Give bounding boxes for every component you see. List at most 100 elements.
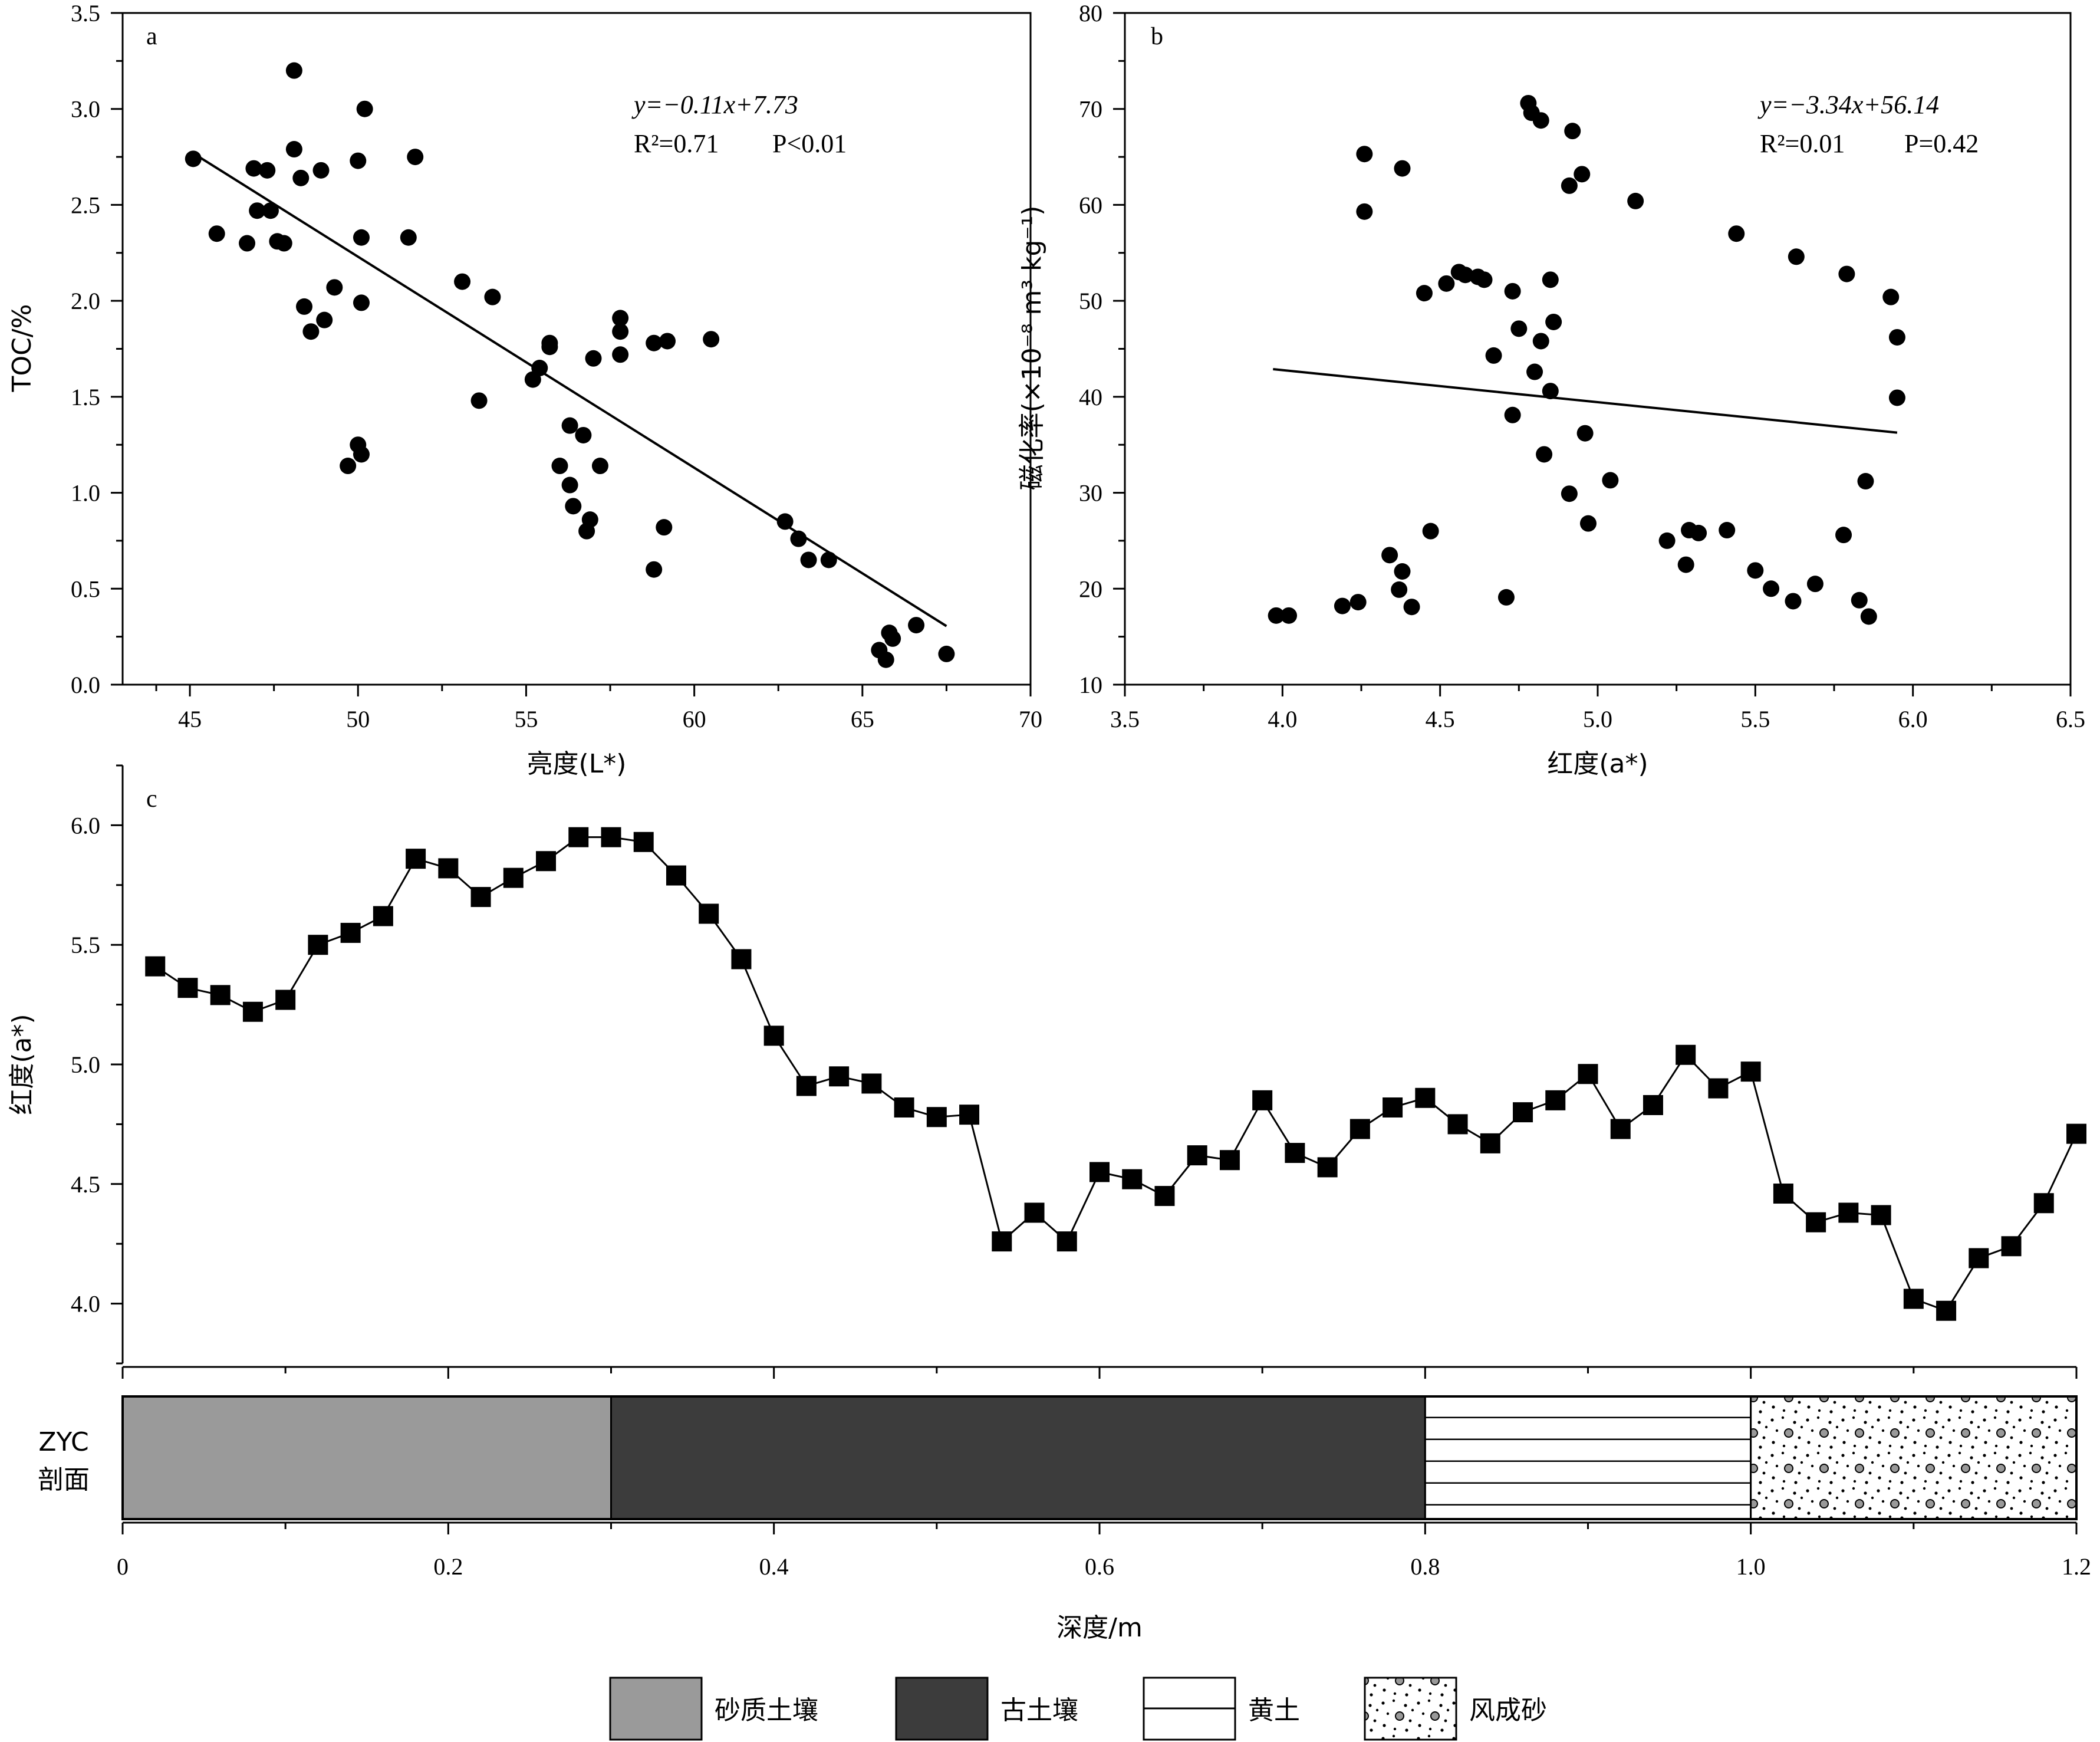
- section-layer-2: [1424, 1395, 1752, 1520]
- panel-b-data-point: [1536, 446, 1553, 463]
- panel-c-data-point: [308, 935, 328, 955]
- panel-b-data-point: [1391, 581, 1408, 598]
- depth-axis-ticks: 0 0.2 0.4 0.6 0.8 1.0 1.2: [117, 1523, 2091, 1580]
- panel-b-ytick-label: 20: [1079, 576, 1102, 602]
- panel-a-data-point: [908, 617, 925, 634]
- panel-a-ticks: 45 50 55 60 65 70 0.0 0.5 1.0 1.5 2.0 2.5 3.0 3.5: [71, 0, 1042, 732]
- panel-a-ytick-label: 0.5: [71, 576, 100, 602]
- panel-a-ytick-label: 3.5: [71, 0, 100, 27]
- panel-c-data-point: [926, 1107, 947, 1128]
- panel-c-data-point: [536, 851, 557, 872]
- legend-label-aeolian-sand: 风成砂: [1469, 1695, 1547, 1725]
- panel-b-data-point: [1602, 472, 1619, 489]
- panel-b-data-point: [1860, 608, 1877, 625]
- panel-a-xtick-label: 55: [514, 706, 538, 732]
- panel-b-data-point: [1532, 333, 1549, 350]
- legend-label-paleosol: 古土壤: [1000, 1695, 1078, 1725]
- panel-b-data-point: [1835, 527, 1852, 544]
- panel-a-data-point: [541, 334, 558, 351]
- panel-b-data-point: [1403, 599, 1420, 616]
- panel-c-data-point: [1317, 1157, 1338, 1178]
- panel-a-r2: R²=0.71: [634, 129, 719, 158]
- panel-b-data-point: [1356, 203, 1373, 220]
- panel-c-data-point: [1708, 1078, 1729, 1099]
- panel-c-data-point: [1676, 1044, 1696, 1065]
- panel-c-data-point: [1122, 1169, 1143, 1189]
- panel-a-data-point: [245, 160, 262, 177]
- panel-c-data-point: [959, 1105, 980, 1125]
- panel-c-data-point: [406, 849, 426, 869]
- panel-a-data-point: [296, 298, 312, 315]
- panel-b-data-point: [1576, 425, 1594, 442]
- panel-c-ytick-label: 4.5: [71, 1171, 100, 1198]
- panel-c-data-point: [1285, 1143, 1305, 1163]
- panel-c-data-point: [470, 887, 491, 908]
- panel-b-data-point: [1532, 112, 1549, 129]
- panel-b-data-point: [1785, 593, 1802, 610]
- section-layer-1: [610, 1395, 1426, 1520]
- panel-a-ytick-label: 1.5: [71, 384, 100, 410]
- panel-b-data-point: [1561, 485, 1578, 502]
- depth-axis-tick-label: 0.6: [1085, 1553, 1114, 1580]
- panel-c-data-point: [1090, 1162, 1110, 1182]
- panel-a-xtick-label: 60: [683, 706, 706, 732]
- panel-b-data-point: [1457, 267, 1474, 284]
- panel-c-data-point: [1252, 1090, 1273, 1110]
- depth-axis: 0 0.2 0.4 0.6 0.8 1.0 1.2 深度/m: [117, 1521, 2091, 1643]
- panel-b-data-point: [1334, 597, 1351, 614]
- panel-a-data-point: [208, 225, 225, 242]
- panel-c-data-point: [992, 1231, 1012, 1252]
- panel-a-xtick-label: 70: [1019, 706, 1042, 732]
- panel-b-ytick-label: 40: [1079, 384, 1102, 410]
- panel-a-data-point: [877, 651, 894, 668]
- panel-b-data-point: [1510, 320, 1528, 337]
- panel-c-data-point: [275, 990, 296, 1010]
- panel-c-data-point: [1740, 1061, 1761, 1082]
- panel-b-ylabel: 磁化率(×10⁻⁸ m³ kg⁻¹): [1017, 206, 1047, 491]
- panel-c-ytick-label: 5.5: [71, 932, 100, 958]
- section-label-code: ZYC: [38, 1427, 88, 1457]
- legend-swatch-paleosol: [895, 1677, 989, 1741]
- panel-b-ytick-label: 60: [1079, 192, 1102, 218]
- panel-c-data-point: [1806, 1212, 1826, 1232]
- panel-c-data-point: [568, 827, 589, 847]
- panel-c-series-line: [154, 836, 2078, 1312]
- panel-c-data-point: [1969, 1248, 1989, 1268]
- panel-c-data-point: [145, 956, 166, 977]
- legend-item-sandy-soil: 砂质土壤: [609, 1677, 818, 1741]
- stratigraphic-section: ZYC 剖面: [38, 1395, 2078, 1520]
- depth-axis-tick-label: 0.8: [1410, 1553, 1440, 1580]
- panel-c-ytick-label: 4.0: [71, 1291, 100, 1317]
- section-layers: [121, 1395, 2078, 1520]
- panel-c-data-point: [177, 978, 198, 998]
- panel-b-data-point: [1504, 282, 1521, 300]
- panel-b-data-point: [1851, 591, 1868, 609]
- panel-c-data-point: [1187, 1145, 1207, 1166]
- panel-b-data-point: [1806, 576, 1823, 593]
- legend-item-paleosol: 古土壤: [895, 1677, 1078, 1741]
- section-frame: [121, 1395, 2078, 1520]
- panel-a-data-point: [249, 202, 266, 219]
- panel-c-data-point: [731, 949, 752, 969]
- panel-a-fit-line: [192, 152, 947, 627]
- panel-a-data-point: [353, 229, 370, 246]
- panel-a-ytick-label: 3.0: [71, 96, 100, 123]
- panel-c-data-point: [503, 867, 524, 888]
- panel-c-data-point: [601, 827, 621, 847]
- panel-b-ytick-label: 70: [1079, 96, 1102, 123]
- panel-c-data-point: [1936, 1300, 1957, 1321]
- legend-swatch-aeolian-sand: [1364, 1677, 1457, 1741]
- panel-a-data-point: [302, 323, 320, 340]
- panel-b-xtick-label: 5.5: [1740, 706, 1770, 732]
- panel-b-data-point: [1268, 607, 1285, 624]
- panel-a-data-point: [353, 294, 370, 311]
- panel-b-data-point: [1747, 562, 1764, 579]
- panel-b-equation: y=−3.34x+56.14: [1757, 90, 1939, 119]
- panel-c-data-point: [340, 922, 361, 943]
- depth-axis-tick-label: 0.2: [433, 1553, 463, 1580]
- panel-a-ytick-label: 2.5: [71, 192, 100, 218]
- panel-a-data-point: [612, 310, 629, 327]
- section-label-name: 剖面: [38, 1465, 90, 1495]
- panel-a-data-point: [407, 149, 424, 166]
- panel-c-data-point: [1838, 1202, 1859, 1223]
